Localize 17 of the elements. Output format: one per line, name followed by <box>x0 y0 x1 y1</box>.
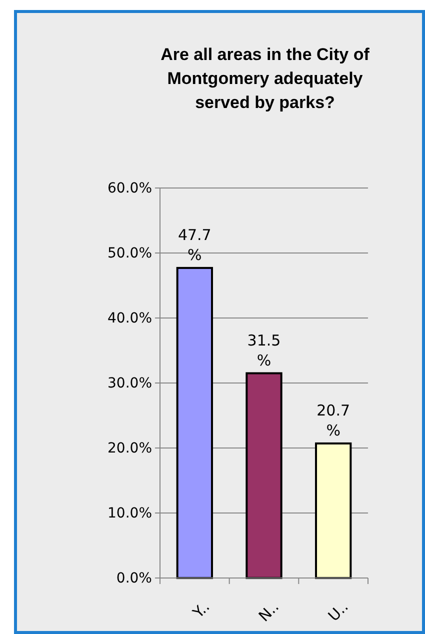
y-tick-label: 30.0% <box>108 375 152 392</box>
bar <box>246 372 282 579</box>
y-tick-label: 20.0% <box>108 440 152 456</box>
y-tick-label: 10.0% <box>108 505 152 522</box>
y-tick-label: 60.0% <box>108 180 152 196</box>
y-tick-label: 0.0% <box>116 570 152 586</box>
data-label: 47.7 % <box>178 226 212 264</box>
data-label: 31.5 % <box>247 331 281 370</box>
bar <box>315 442 352 579</box>
y-tick-label: 50.0% <box>108 245 152 262</box>
y-tick-label: 40.0% <box>108 310 152 326</box>
x-tick-label: U.. <box>324 598 352 625</box>
bar <box>176 266 213 579</box>
x-tick-label: N.. <box>255 598 282 626</box>
chart-title: Are all areas in the City of Montgomery adequately served by parks? <box>160 45 370 112</box>
data-label: 20.7 % <box>316 401 350 440</box>
x-tick-label: Y.. <box>188 598 214 622</box>
